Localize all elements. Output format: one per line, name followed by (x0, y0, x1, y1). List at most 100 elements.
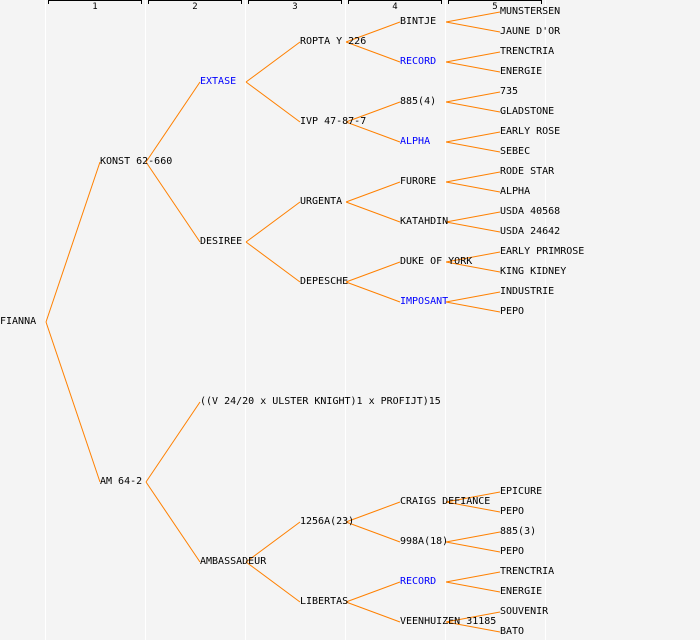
pedigree-node[interactable]: ((V 24/20 x ULSTER KNIGHT)1 x PROFIJT)15 (200, 396, 441, 407)
pedigree-node[interactable]: KING KIDNEY (500, 266, 567, 277)
pedigree-link (345, 41, 401, 63)
pedigree-link (345, 21, 401, 43)
pedigree-link (145, 161, 201, 243)
pedigree-link (445, 101, 501, 113)
pedigree-link (445, 571, 501, 583)
column-header-4: 4 (348, 0, 442, 12)
pedigree-link (445, 51, 501, 63)
pedigree-node[interactable]: FIANNA (0, 316, 37, 327)
pedigree-node[interactable]: VEENHUIZEN 31185 (400, 616, 497, 627)
pedigree-node[interactable]: INDUSTRIE (500, 286, 555, 297)
pedigree-link (145, 481, 201, 563)
pedigree-link (245, 561, 301, 603)
pedigree-link (345, 201, 401, 223)
pedigree-node[interactable]: 885(3) (500, 526, 537, 537)
pedigree-link (445, 301, 501, 313)
pedigree-node[interactable]: AM 64-2 (100, 476, 143, 487)
pedigree-node[interactable]: SEBEC (500, 146, 531, 157)
pedigree-node[interactable]: TRENCTRIA (500, 46, 555, 57)
pedigree-node[interactable]: 1256A(23) (300, 516, 355, 527)
pedigree-node[interactable]: EXTASE (200, 76, 237, 87)
pedigree-link (445, 221, 501, 233)
pedigree-node[interactable]: URGENTA (300, 196, 343, 207)
pedigree-node[interactable]: PEPO (500, 546, 525, 557)
pedigree-link (445, 261, 501, 273)
column-number: 5 (492, 2, 498, 12)
pedigree-node[interactable]: 735 (500, 86, 519, 97)
pedigree-link (445, 131, 501, 143)
pedigree-link (445, 541, 501, 553)
column-header-3: 3 (248, 0, 342, 12)
pedigree-node[interactable]: KATAHDIN (400, 216, 449, 227)
pedigree-node[interactable]: SOUVENIR (500, 606, 549, 617)
pedigree-link (345, 501, 401, 523)
pedigree-node[interactable]: 885(4) (400, 96, 437, 107)
pedigree-link (345, 601, 401, 623)
pedigree-link (345, 261, 401, 283)
column-number: 4 (392, 2, 398, 12)
pedigree-link (445, 491, 501, 503)
pedigree-node[interactable]: MUNSTERSEN (500, 6, 561, 17)
pedigree-node[interactable]: PEPO (500, 506, 525, 517)
pedigree-node[interactable]: GLADSTONE (500, 106, 555, 117)
pedigree-node[interactable]: ENERGIE (500, 66, 543, 77)
pedigree-node[interactable]: CRAIGS DEFIANCE (400, 496, 491, 507)
pedigree-node[interactable]: DESIREE (200, 236, 243, 247)
pedigree-node[interactable]: USDA 24642 (500, 226, 561, 237)
pedigree-node[interactable]: FURORE (400, 176, 437, 187)
pedigree-link (345, 181, 401, 203)
pedigree-node[interactable]: ALPHA (400, 136, 431, 147)
pedigree-node[interactable]: 998A(18) (400, 536, 449, 547)
pedigree-link (45, 161, 101, 323)
column-header-1: 1 (48, 0, 142, 12)
column-bracket (448, 0, 542, 4)
pedigree-node[interactable]: DUKE OF YORK (400, 256, 473, 267)
pedigree-node[interactable]: BATO (500, 626, 525, 637)
pedigree-link (445, 91, 501, 103)
pedigree-link (345, 581, 401, 603)
pedigree-link (345, 521, 401, 543)
pedigree-link (445, 171, 501, 183)
pedigree-node[interactable]: ALPHA (500, 186, 531, 197)
pedigree-link (445, 291, 501, 303)
pedigree-node[interactable]: IVP 47-87-7 (300, 116, 367, 127)
pedigree-link (445, 501, 501, 513)
pedigree-link (445, 21, 501, 33)
pedigree-link (445, 531, 501, 543)
pedigree-node[interactable]: KONST 62-660 (100, 156, 173, 167)
pedigree-link (445, 141, 501, 153)
pedigree-link (445, 61, 501, 73)
pedigree-node[interactable]: RODE STAR (500, 166, 555, 177)
pedigree-node[interactable]: TRENCTRIA (500, 566, 555, 577)
pedigree-node[interactable]: EPICURE (500, 486, 543, 497)
pedigree-node[interactable]: DEPESCHE (300, 276, 349, 287)
pedigree-node[interactable]: BINTJE (400, 16, 437, 27)
pedigree-link (345, 281, 401, 303)
pedigree-link (245, 201, 301, 243)
column-bracket (48, 0, 142, 4)
pedigree-node[interactable]: EARLY PRIMROSE (500, 246, 585, 257)
pedigree-node[interactable]: AMBASSADEUR (200, 556, 267, 567)
pedigree-node[interactable]: EARLY ROSE (500, 126, 561, 137)
pedigree-link (145, 81, 201, 163)
pedigree-node[interactable]: USDA 40568 (500, 206, 561, 217)
pedigree-link (445, 611, 501, 623)
pedigree-link (445, 581, 501, 593)
column-bracket (348, 0, 442, 4)
pedigree-node[interactable]: LIBERTAS (300, 596, 349, 607)
pedigree-node[interactable]: ROPTA Y 226 (300, 36, 367, 47)
pedigree-link (245, 521, 301, 563)
pedigree-node[interactable]: RECORD (400, 56, 437, 67)
pedigree-node[interactable]: RECORD (400, 576, 437, 587)
pedigree-link (245, 41, 301, 83)
pedigree-node[interactable]: JAUNE D'OR (500, 26, 561, 37)
pedigree-node[interactable]: ENERGIE (500, 586, 543, 597)
pedigree-node[interactable]: PEPO (500, 306, 525, 317)
pedigree-node[interactable]: IMPOSANT (400, 296, 449, 307)
pedigree-link (45, 321, 101, 483)
column-bracket (248, 0, 342, 4)
pedigree-link (445, 11, 501, 23)
pedigree-link (445, 251, 501, 263)
pedigree-link (145, 401, 201, 483)
